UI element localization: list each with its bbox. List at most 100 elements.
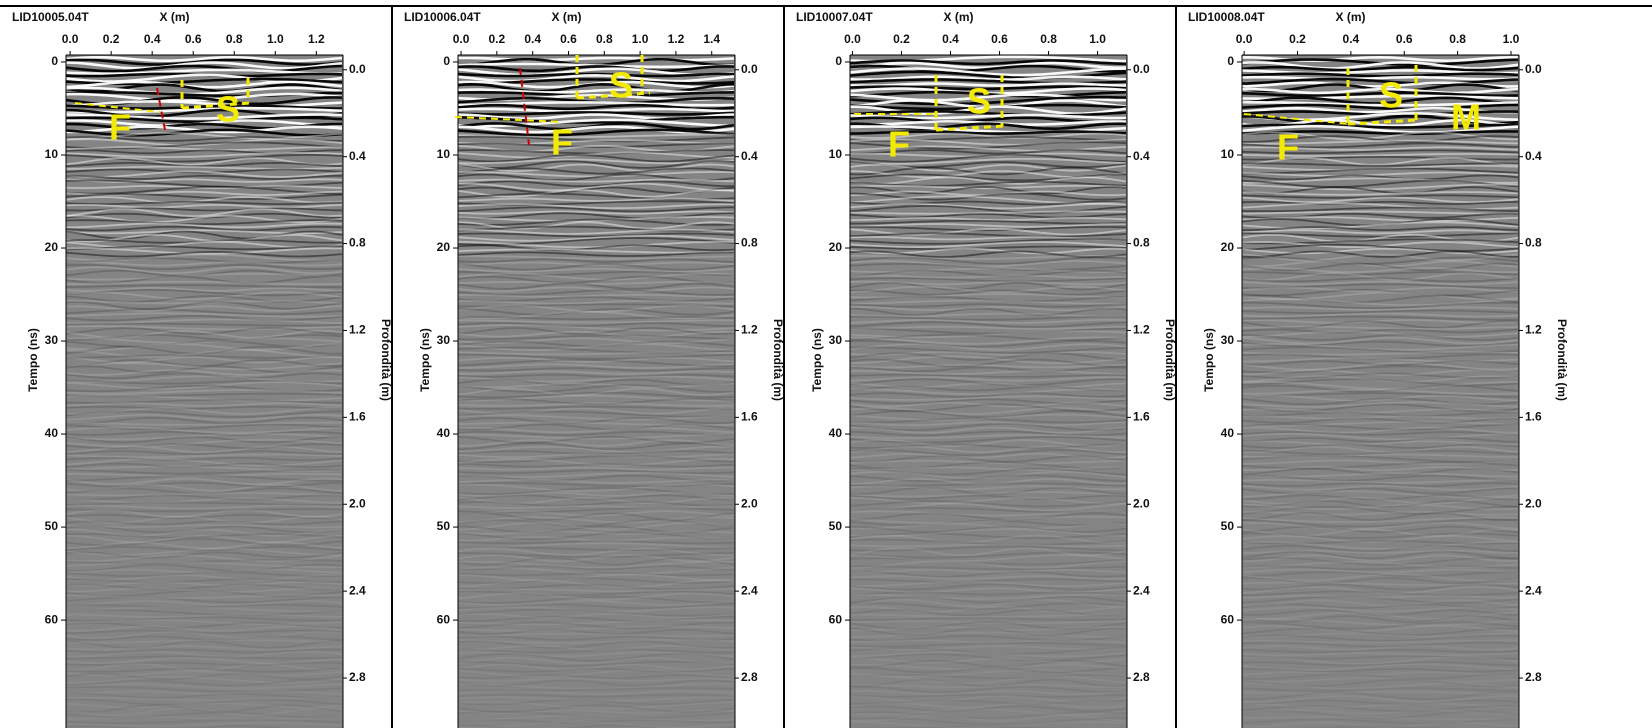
reflection (849, 651, 1127, 658)
reflection (65, 423, 343, 431)
reflection (457, 554, 735, 563)
reflection (65, 327, 343, 335)
reflection (65, 315, 343, 322)
y2-tick-label: 0.0 (349, 62, 366, 76)
reflection (458, 542, 735, 549)
reflection (1241, 461, 1519, 470)
reflection (849, 507, 1127, 514)
reflection (849, 436, 1127, 444)
reflection (1241, 718, 1519, 725)
reflection (65, 291, 343, 301)
reflection (1241, 365, 1519, 374)
reflection (1241, 668, 1519, 673)
reflection (850, 315, 1126, 321)
reflection (65, 141, 343, 150)
reflection (849, 532, 1127, 539)
reflection (65, 639, 343, 644)
reflection (1241, 238, 1519, 245)
reflection (65, 247, 342, 255)
annotation: S (216, 89, 240, 130)
reflection (457, 696, 735, 702)
reflection (458, 632, 735, 638)
reflection (65, 520, 343, 526)
reflection (1241, 221, 1519, 230)
reflection (457, 674, 735, 680)
reflection (1241, 468, 1519, 476)
reflection (849, 410, 1127, 419)
reflection (849, 631, 1126, 639)
reflection (849, 578, 1127, 583)
reflection (65, 410, 343, 418)
reflection (65, 707, 343, 717)
reflection (65, 116, 343, 124)
y2-tick-label: 2.0 (1525, 496, 1542, 510)
reflection (1241, 91, 1519, 97)
reflection (849, 545, 1127, 552)
reflection (457, 118, 735, 128)
reflection (849, 180, 1127, 187)
reflection (457, 606, 735, 613)
reflection (65, 295, 343, 303)
reflection (65, 604, 343, 609)
reflection (1241, 75, 1519, 81)
reflection (849, 693, 1127, 698)
reflection (65, 257, 343, 264)
reflection (65, 426, 343, 434)
reflection (1241, 541, 1519, 550)
y-tick-label: 40 (45, 426, 59, 440)
reflection (849, 256, 1127, 265)
reflection (1241, 690, 1519, 695)
reflection (1241, 306, 1519, 311)
reflection (1241, 618, 1519, 627)
reflection (65, 450, 343, 455)
y2-tick-label: 2.8 (741, 670, 758, 684)
reflection (1241, 611, 1519, 620)
reflection (1241, 494, 1518, 501)
reflection (65, 430, 343, 436)
x-tick-label: 0.6 (185, 32, 202, 46)
reflection (849, 132, 1127, 139)
reflection (65, 702, 343, 709)
reflection (65, 513, 343, 520)
reflection (457, 714, 735, 722)
reflection (65, 289, 343, 297)
y2-tick-label: 0.4 (741, 149, 758, 163)
reflection (457, 466, 735, 471)
reflection (457, 158, 735, 165)
reflection (849, 474, 1127, 482)
reflection (1241, 603, 1519, 609)
y-tick-label: 10 (1221, 147, 1235, 161)
reflection (457, 625, 735, 632)
reflection (849, 639, 1127, 644)
reflection (457, 521, 735, 531)
y-tick-label: 40 (437, 426, 451, 440)
reflection (850, 327, 1127, 335)
reflection (849, 226, 1127, 232)
annotation: S (967, 81, 991, 122)
reflection (457, 363, 735, 369)
reflection (849, 336, 1127, 345)
reflection (457, 197, 735, 202)
reflection (457, 261, 735, 266)
reflection (457, 178, 735, 183)
reflection (65, 616, 343, 622)
reflection (457, 142, 735, 148)
reflection (457, 653, 735, 662)
reflection (66, 354, 343, 359)
y-tick-label: 50 (1221, 519, 1235, 533)
reflection (65, 138, 343, 147)
reflection (1241, 392, 1519, 398)
y2-axis-label: Profondità (m) (379, 319, 393, 401)
reflection (849, 669, 1127, 678)
reflection (849, 250, 1127, 258)
reflection (457, 445, 735, 453)
reflection (849, 59, 1127, 66)
zone-outline (576, 91, 651, 100)
reflection (849, 352, 1127, 361)
reflection (1241, 673, 1519, 680)
reflection (1241, 525, 1519, 534)
reflection (457, 322, 734, 327)
reflection (66, 318, 343, 325)
reflection (457, 410, 735, 418)
reflection (65, 392, 343, 398)
